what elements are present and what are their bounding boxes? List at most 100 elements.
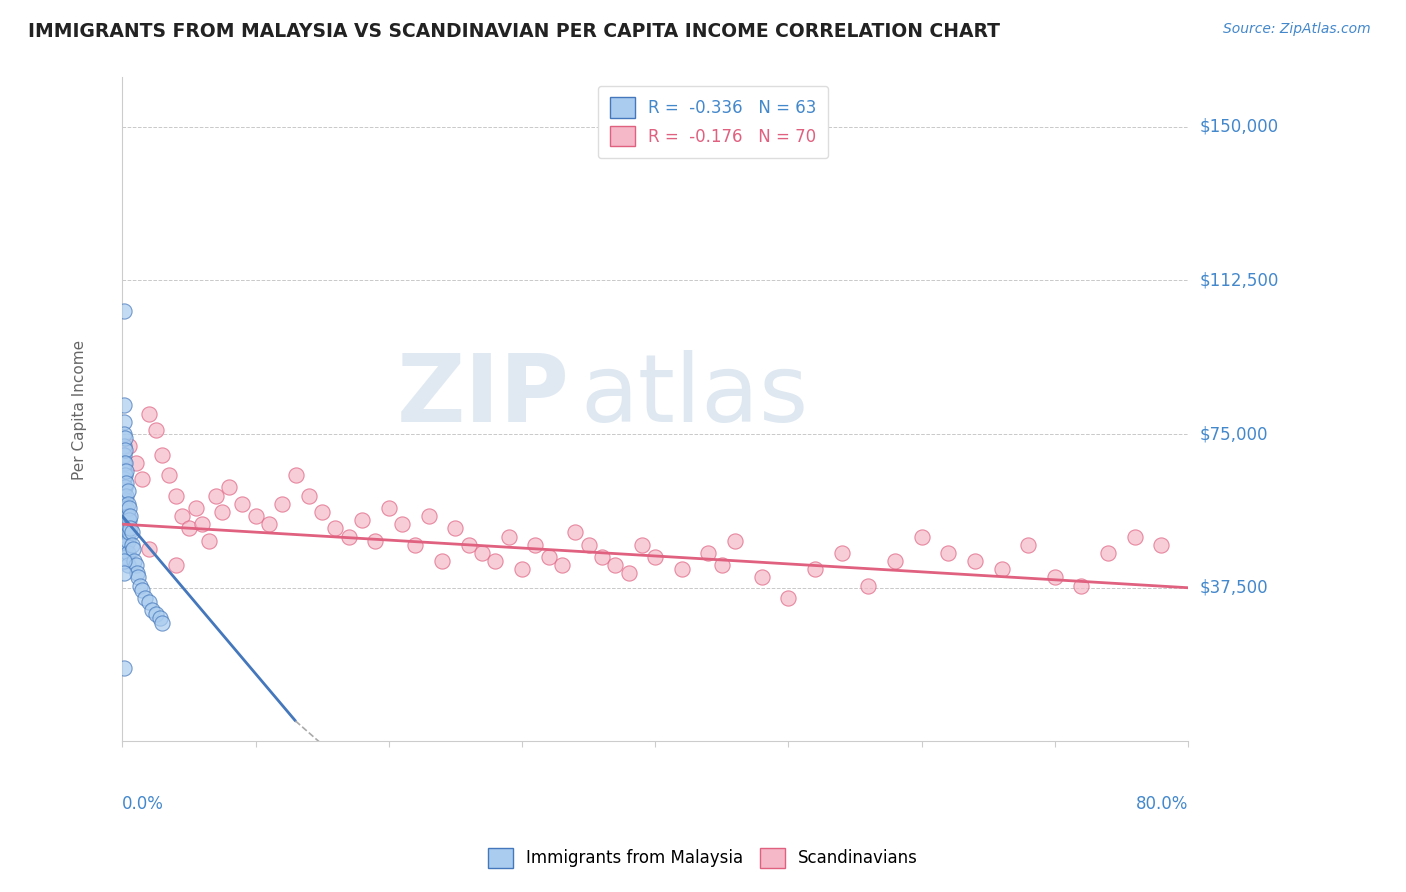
Point	[118, 513, 141, 527]
Point	[778, 591, 800, 605]
Point	[177, 521, 200, 535]
Point	[418, 508, 440, 523]
Point	[131, 472, 153, 486]
Point	[112, 464, 135, 478]
Point	[211, 505, 233, 519]
Point	[112, 472, 135, 486]
Point	[141, 603, 163, 617]
Point	[124, 554, 146, 568]
Point	[112, 398, 135, 412]
Point	[471, 546, 494, 560]
Point	[118, 500, 141, 515]
Point	[165, 489, 187, 503]
Point	[617, 566, 640, 581]
Point	[115, 489, 138, 503]
Point	[157, 468, 180, 483]
Point	[605, 558, 627, 573]
Point	[245, 508, 267, 523]
Point	[524, 538, 547, 552]
Point	[352, 513, 374, 527]
Point	[963, 554, 986, 568]
Point	[578, 538, 600, 552]
Point	[112, 456, 135, 470]
Point	[112, 554, 135, 568]
Point	[114, 443, 136, 458]
Point	[271, 497, 294, 511]
Point	[114, 456, 136, 470]
Point	[114, 480, 136, 494]
Point	[364, 533, 387, 548]
Point	[631, 538, 654, 552]
Point	[124, 456, 146, 470]
Point	[710, 558, 733, 573]
Text: 80.0%: 80.0%	[1136, 795, 1188, 813]
Point	[165, 558, 187, 573]
Point	[145, 423, 167, 437]
Point	[138, 595, 160, 609]
Point	[117, 558, 139, 573]
Point	[498, 529, 520, 543]
Point	[114, 549, 136, 564]
Point	[112, 480, 135, 494]
Point	[591, 549, 613, 564]
Point	[858, 579, 880, 593]
Point	[112, 415, 135, 429]
Point	[510, 562, 533, 576]
Point	[112, 427, 135, 442]
Point	[1043, 570, 1066, 584]
Point	[298, 489, 321, 503]
Point	[134, 591, 156, 605]
Point	[150, 448, 173, 462]
Point	[112, 505, 135, 519]
Point	[117, 533, 139, 548]
Point	[115, 549, 138, 564]
Point	[112, 304, 135, 318]
Point	[990, 562, 1012, 576]
Point	[697, 546, 720, 560]
Point	[172, 508, 194, 523]
Point	[112, 489, 135, 503]
Point	[118, 439, 141, 453]
Point	[118, 525, 141, 540]
Point	[117, 546, 139, 560]
Point	[131, 582, 153, 597]
Point	[112, 661, 135, 675]
Point	[751, 570, 773, 584]
Point	[114, 468, 136, 483]
Point	[337, 529, 360, 543]
Point	[115, 500, 138, 515]
Point	[551, 558, 574, 573]
Point	[284, 468, 307, 483]
Point	[114, 517, 136, 532]
Point	[1097, 546, 1119, 560]
Text: Per Capita Income: Per Capita Income	[72, 339, 87, 480]
Point	[184, 500, 207, 515]
Legend: R =  -0.336   N = 63, R =  -0.176   N = 70: R = -0.336 N = 63, R = -0.176 N = 70	[598, 86, 828, 158]
Point	[145, 607, 167, 622]
Point	[121, 525, 143, 540]
Text: $112,500: $112,500	[1199, 271, 1278, 289]
Point	[114, 505, 136, 519]
Point	[831, 546, 853, 560]
Text: IMMIGRANTS FROM MALAYSIA VS SCANDINAVIAN PER CAPITA INCOME CORRELATION CHART: IMMIGRANTS FROM MALAYSIA VS SCANDINAVIAN…	[28, 22, 1000, 41]
Point	[112, 448, 135, 462]
Point	[115, 464, 138, 478]
Point	[936, 546, 959, 560]
Text: ZIP: ZIP	[396, 351, 569, 442]
Point	[150, 615, 173, 630]
Point	[138, 407, 160, 421]
Point	[537, 549, 560, 564]
Point	[1017, 538, 1039, 552]
Point	[884, 554, 907, 568]
Point	[430, 554, 453, 568]
Point	[391, 517, 413, 532]
Text: 0.0%: 0.0%	[122, 795, 165, 813]
Point	[120, 521, 142, 535]
Point	[910, 529, 932, 543]
Point	[117, 521, 139, 535]
Point	[377, 500, 399, 515]
Point	[117, 497, 139, 511]
Point	[114, 492, 136, 507]
Point	[122, 541, 145, 556]
Point	[114, 525, 136, 540]
